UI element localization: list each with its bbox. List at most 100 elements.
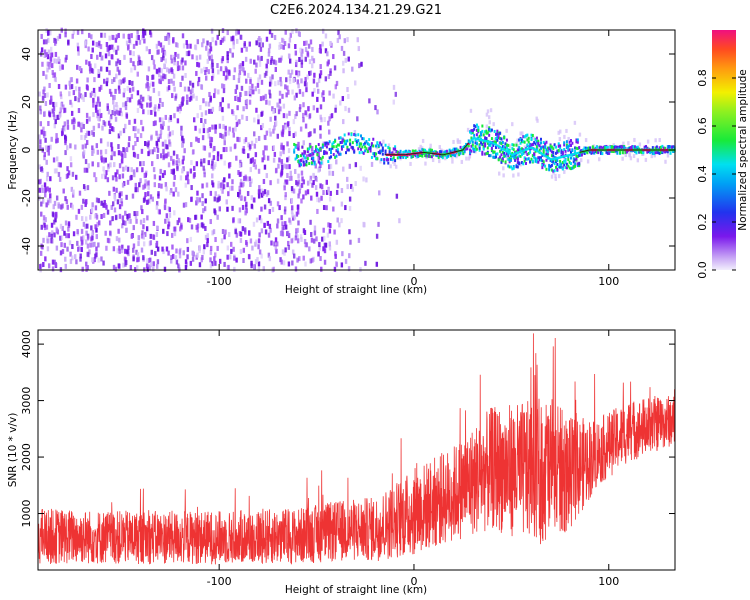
signal-cell — [379, 149, 382, 153]
noise-cell — [288, 131, 291, 137]
signal-cell — [317, 160, 320, 164]
signal-cell — [534, 157, 537, 161]
noise-cell — [87, 130, 91, 136]
noise-cell — [213, 88, 217, 94]
signal-cell — [593, 151, 596, 155]
signal-core — [508, 151, 511, 155]
signal-cell — [511, 143, 514, 147]
noise-cell — [97, 257, 100, 263]
signal-cell — [510, 158, 513, 162]
signal-cell — [368, 147, 371, 151]
noise-cell — [309, 219, 312, 225]
noise-cell — [638, 142, 642, 147]
noise-cell — [120, 198, 123, 204]
signal-cell — [518, 148, 521, 152]
noise-cell — [300, 62, 304, 68]
noise-cell — [329, 70, 332, 76]
noise-cell — [254, 68, 257, 74]
noise-cell — [156, 246, 160, 252]
signal-cell — [526, 133, 529, 137]
noise-cell — [550, 174, 554, 179]
noise-cell — [196, 61, 199, 67]
noise-cell — [297, 83, 300, 89]
noise-cell — [316, 82, 319, 88]
signal-cell — [381, 148, 384, 152]
signal-cell — [295, 154, 298, 158]
signal-cell — [362, 151, 365, 155]
noise-cell — [247, 153, 250, 159]
noise-cell — [319, 133, 322, 139]
signal-cell — [567, 145, 570, 149]
noise-cell — [295, 28, 298, 34]
noise-cell — [254, 86, 258, 92]
noise-cell — [294, 114, 297, 120]
signal-cell — [576, 154, 579, 158]
signal-core — [475, 137, 478, 141]
noise-cell — [213, 145, 216, 151]
noise-cell — [114, 37, 118, 43]
signal-cell — [317, 143, 320, 147]
noise-cell — [283, 209, 287, 215]
signal-cell — [459, 145, 462, 149]
signal-cell — [492, 150, 495, 154]
noise-cell — [114, 215, 118, 221]
signal-cell — [473, 127, 476, 131]
noise-cell — [195, 136, 198, 142]
signal-cell — [579, 153, 582, 157]
noise-cell — [105, 81, 109, 87]
noise-cell — [132, 169, 136, 175]
signal-cell — [583, 146, 586, 150]
noise-cell — [313, 72, 316, 78]
noise-cell — [46, 171, 49, 177]
noise-cell — [80, 204, 84, 210]
noise-cell — [90, 67, 94, 73]
noise-cell — [213, 196, 216, 202]
noise-cell — [274, 120, 278, 126]
signal-cell — [409, 151, 412, 155]
signal-cell — [595, 150, 598, 154]
signal-cell — [294, 143, 297, 147]
noise-cell — [107, 51, 111, 57]
noise-cell — [323, 235, 326, 241]
noise-cell — [295, 70, 298, 76]
noise-cell — [138, 39, 142, 45]
noise-cell — [57, 203, 60, 209]
noise-cell — [179, 175, 183, 181]
noise-cell — [159, 133, 162, 139]
noise-cell — [217, 183, 220, 189]
signal-cell — [526, 152, 529, 156]
noise-cell — [308, 131, 311, 137]
signal-cell — [504, 146, 507, 150]
signal-cell — [527, 157, 530, 161]
noise-cell — [172, 169, 175, 175]
signal-cell — [585, 146, 588, 150]
noise-cell — [90, 225, 93, 231]
signal-core — [549, 157, 552, 161]
noise-cell — [291, 212, 294, 218]
noise-cell — [116, 169, 119, 175]
signal-cell — [413, 150, 416, 154]
noise-cell — [323, 117, 326, 123]
noise-cell — [310, 145, 314, 151]
noise-cell — [167, 39, 171, 45]
noise-cell — [85, 59, 88, 65]
noise-cell — [67, 221, 71, 227]
noise-cell — [124, 248, 127, 254]
noise-cell — [246, 191, 250, 197]
noise-cell — [329, 163, 333, 169]
noise-cell — [199, 105, 202, 111]
noise-cell — [132, 225, 135, 231]
signal-cell — [470, 129, 473, 133]
noise-cell — [189, 80, 192, 86]
signal-cell — [548, 163, 551, 167]
noise-cell — [65, 199, 69, 205]
noise-cell — [342, 68, 345, 74]
noise-cell — [247, 142, 250, 148]
signal-cell — [563, 163, 566, 167]
noise-cell — [310, 237, 314, 243]
noise-cell — [95, 101, 99, 107]
noise-cell — [287, 244, 291, 250]
signal-cell — [478, 148, 481, 152]
noise-cell — [346, 184, 349, 190]
noise-cell — [80, 122, 84, 128]
